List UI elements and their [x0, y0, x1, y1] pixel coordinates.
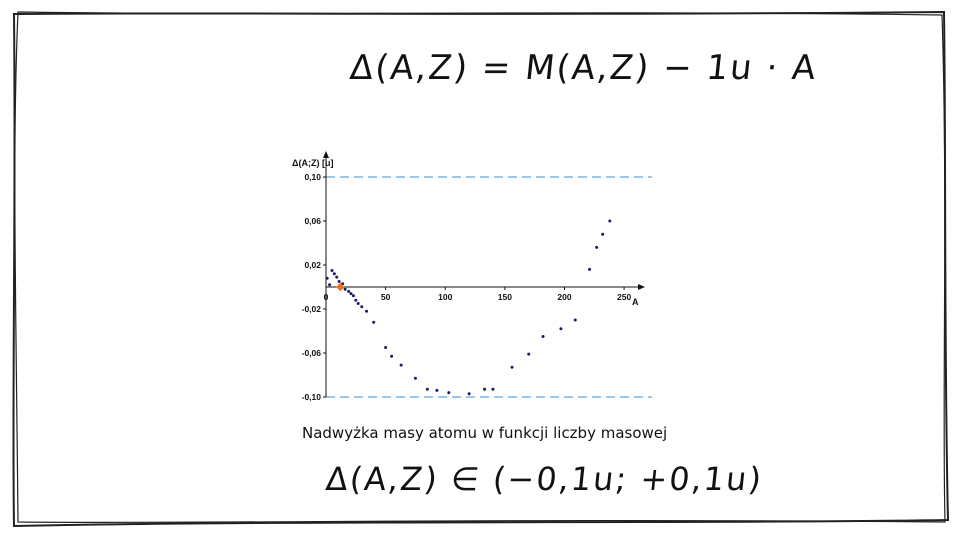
data-point — [349, 292, 353, 296]
data-point — [483, 387, 487, 391]
data-point — [343, 287, 347, 291]
y-tick-label: -0,10 — [302, 392, 322, 402]
y-tick-label: 0,02 — [304, 260, 321, 270]
data-point — [559, 327, 563, 331]
data-point — [608, 219, 612, 223]
x-tick-label: 0 — [324, 292, 329, 302]
data-point — [330, 269, 334, 272]
data-point — [435, 388, 439, 392]
x-tick-label: 50 — [381, 292, 391, 302]
x-axis-arrow — [638, 284, 645, 290]
data-point — [384, 346, 388, 349]
mass-excess-definition-formula: Δ(A,Z) = M(A,Z) − 1u · A — [347, 48, 820, 88]
data-point — [332, 272, 336, 276]
data-point — [351, 294, 355, 298]
y-tick-label: -0,06 — [302, 348, 322, 358]
data-point — [354, 298, 358, 302]
x-tick-label: 150 — [498, 292, 512, 302]
data-point — [337, 280, 341, 283]
y-axis-label: Δ(A;Z) [u] — [292, 158, 333, 168]
reference-lines — [326, 176, 652, 398]
chart-axes — [323, 151, 645, 397]
data-point — [541, 335, 545, 338]
highlighted-point — [336, 282, 345, 292]
chart-points — [325, 219, 612, 396]
data-point — [588, 267, 592, 271]
data-point — [467, 392, 471, 396]
data-point — [447, 391, 451, 395]
data-point — [491, 387, 495, 391]
y-axis-arrow — [323, 151, 329, 158]
chart-caption: Nadwyżka masy atomu w funkcji liczby mas… — [302, 424, 668, 442]
x-tick-label: 200 — [557, 292, 571, 302]
x-tick-label: 100 — [438, 292, 452, 302]
y-tick-label: 0,10 — [304, 172, 321, 182]
data-point — [360, 305, 364, 309]
data-point — [601, 232, 605, 236]
data-point — [335, 275, 339, 279]
y-tick-label: 0,06 — [304, 216, 321, 226]
data-point — [413, 376, 417, 380]
data-point — [573, 318, 577, 322]
chart-ticks: 0,10 0,06 0,02 -0,02 -0,06 -0,10 0 50 100 150 200 2… — [302, 172, 632, 402]
data-point — [372, 320, 376, 324]
data-point — [595, 245, 599, 249]
data-point — [365, 309, 369, 313]
x-tick-label: 250 — [617, 292, 631, 302]
data-point — [510, 365, 514, 369]
mass-excess-range-formula: Δ(A,Z) ∈ (−0,1u; +0,1u) — [324, 460, 765, 498]
data-point — [527, 352, 531, 356]
data-point — [399, 363, 403, 367]
data-point — [347, 289, 351, 293]
data-point — [328, 283, 332, 287]
data-point — [390, 354, 394, 358]
y-tick-label: -0,02 — [302, 304, 322, 314]
x-axis-label: A — [632, 297, 639, 307]
data-point — [325, 276, 329, 280]
mass-excess-chart: 0,10 0,06 0,02 -0,02 -0,06 -0,10 0 50 100 150 200 2… — [292, 151, 652, 402]
data-point — [425, 387, 429, 391]
data-point — [356, 302, 360, 305]
